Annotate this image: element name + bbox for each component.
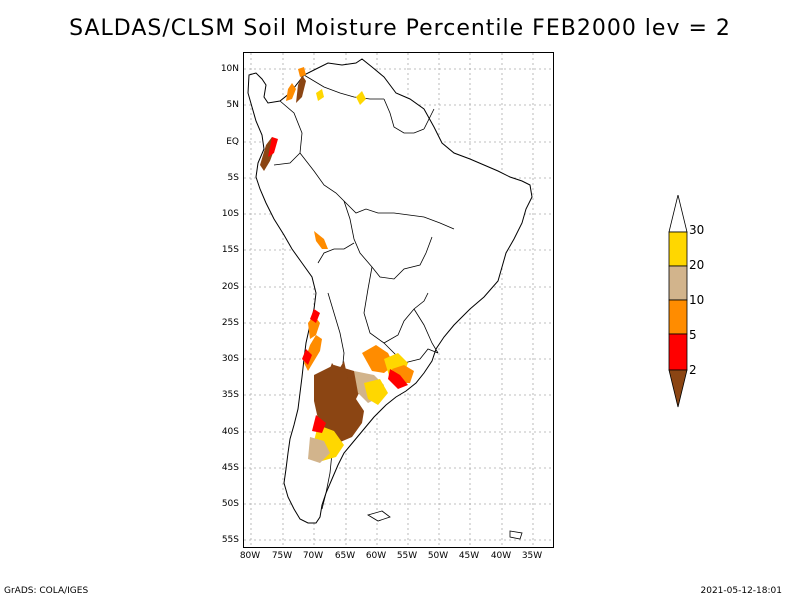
- lon-label-55w: 55W: [396, 551, 418, 561]
- lon-label-40w: 40W: [490, 551, 512, 561]
- lat-label-30s: 30S: [221, 354, 239, 364]
- lat-label-25s: 25S: [221, 318, 239, 328]
- legend-swatch-above-30: [668, 195, 688, 233]
- legend-label-30: 30: [689, 223, 705, 237]
- lat-label-5n: 5N: [226, 100, 239, 110]
- lat-label-55s: 55S: [221, 535, 239, 545]
- soil-moisture-field: [260, 67, 414, 463]
- lat-label-15s: 15S: [221, 245, 239, 255]
- lon-label-50w: 50W: [427, 551, 449, 561]
- color-legend: [668, 195, 688, 408]
- lon-label-45w: 45W: [458, 551, 480, 561]
- islands: [367, 510, 523, 540]
- legend-swatch-2-5: [668, 333, 688, 371]
- lat-label-50s: 50S: [221, 499, 239, 509]
- timestamp: 2021-05-12-18:01: [700, 586, 783, 596]
- legend-swatch-20-30: [668, 231, 688, 267]
- legend-label-20: 20: [689, 258, 705, 272]
- lon-label-70w: 70W: [302, 551, 324, 561]
- lat-label-5s: 5S: [227, 173, 239, 183]
- lat-label-eq: EQ: [226, 137, 239, 147]
- legend-label-2: 2: [689, 363, 697, 377]
- lon-label-35w: 35W: [521, 551, 543, 561]
- lon-label-60w: 60W: [365, 551, 387, 561]
- lon-label-75w: 75W: [271, 551, 293, 561]
- lat-label-40s: 40S: [221, 427, 239, 437]
- lat-label-10s: 10S: [221, 209, 239, 219]
- lat-label-10n: 10N: [220, 64, 239, 74]
- country-borders: [273, 74, 455, 510]
- lon-label-65w: 65W: [334, 551, 356, 561]
- south-america-coastline: [247, 58, 533, 524]
- lon-label-80w: 80W: [239, 551, 261, 561]
- grads-credit: GrADS: COLA/IGES: [4, 586, 89, 596]
- legend-swatch-10-20: [668, 265, 688, 301]
- map-panel: [243, 52, 554, 548]
- lat-label-35s: 35S: [221, 390, 239, 400]
- lat-label-20s: 20S: [221, 282, 239, 292]
- page-title: SALDAS/CLSM Soil Moisture Percentile FEB…: [69, 16, 731, 41]
- legend-label-5: 5: [689, 328, 697, 342]
- map-canvas: [244, 53, 553, 547]
- lat-label-45s: 45S: [221, 463, 239, 473]
- legend-label-10: 10: [689, 293, 705, 307]
- legend-swatch-below-2: [668, 369, 688, 408]
- legend-swatch-5-10: [668, 299, 688, 335]
